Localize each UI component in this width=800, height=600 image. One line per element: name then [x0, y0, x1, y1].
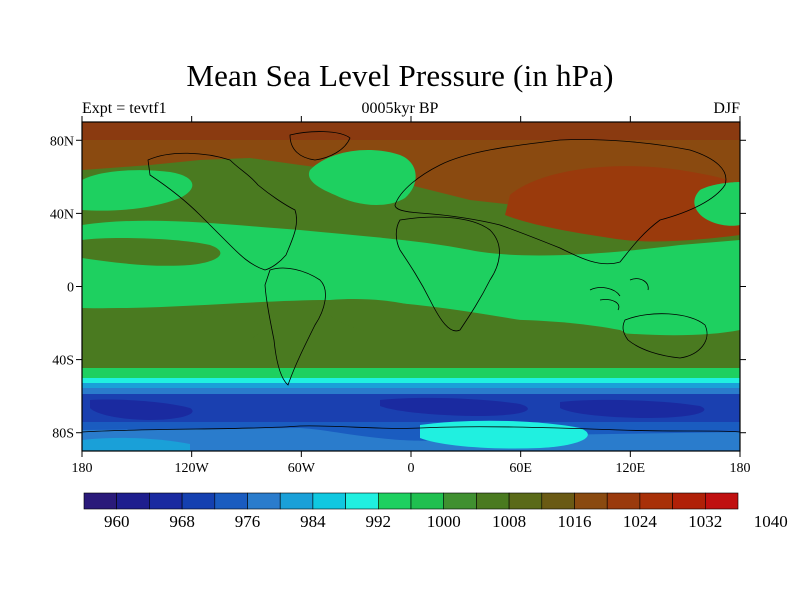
- australia-coast: [622, 313, 708, 359]
- colorbar-swatch: [83, 492, 118, 510]
- south-america-coast: [264, 267, 326, 386]
- lon-tick-label: 60W: [288, 461, 316, 476]
- lat-tick-label: 80S: [52, 427, 74, 442]
- colorbar-swatch: [377, 492, 412, 510]
- season-label: DJF: [713, 100, 740, 117]
- colorbar-label: 1040: [754, 512, 788, 531]
- icelandic-low: [308, 150, 416, 206]
- colorbar-swatch: [312, 492, 346, 510]
- experiment-label: Expt = tevtf1: [82, 100, 167, 117]
- band-cyan: [82, 378, 740, 383]
- aleutian-low-west: [82, 170, 193, 211]
- colorbar-swatch: [345, 492, 379, 510]
- colorbar-swatch: [639, 492, 673, 510]
- eurasia-coast: [394, 139, 727, 265]
- lon-tick-label: 180: [730, 461, 751, 476]
- map-title: Mean Sea Level Pressure (in hPa): [186, 58, 614, 93]
- southern-green-band: [82, 368, 740, 380]
- colorbar-label: 1008: [492, 512, 526, 531]
- antarctic-west: [82, 437, 190, 451]
- lon-tick-label: 120W: [175, 461, 210, 476]
- longitude-axis: 180 120W 60W 0 60E 120E 180: [72, 116, 751, 476]
- colorbar-label: 1032: [688, 512, 722, 531]
- low-c: [560, 399, 705, 418]
- colorbar-label: 1000: [427, 512, 461, 531]
- colorbar-swatch: [443, 492, 477, 510]
- siberian-high: [505, 166, 740, 242]
- colorbar-swatch: [476, 492, 510, 510]
- colorbar-swatch: [181, 492, 216, 510]
- aleutian-low-east: [694, 182, 740, 226]
- colorbar-swatch: [606, 492, 641, 510]
- colorbar: 960 968 976 984 992 1000 1008 1016 1024 1032 1040: [83, 492, 788, 531]
- lon-tick-label: 0: [408, 461, 415, 476]
- colorbar-label: 976: [235, 512, 261, 531]
- coastlines: [82, 131, 740, 433]
- south-atlantic-high: [330, 299, 443, 335]
- colorbar-swatch: [508, 492, 543, 510]
- colorbar-label: 960: [104, 512, 130, 531]
- lat-tick-label: 0: [67, 281, 74, 296]
- low-a: [90, 399, 193, 420]
- colorbar-label: 968: [169, 512, 195, 531]
- colorbar-label: 984: [300, 512, 326, 531]
- colorbar-label: 1024: [623, 512, 658, 531]
- south-pacific-high: [82, 308, 261, 348]
- band-lightblue: [82, 383, 740, 388]
- pressure-field: [82, 122, 740, 451]
- colorbar-swatch: [214, 492, 248, 510]
- north-pacific-high: [82, 237, 221, 266]
- colorbar-swatch: [247, 492, 281, 510]
- colorbar-swatch: [279, 492, 314, 510]
- colorbar-swatch: [541, 492, 575, 510]
- colorbar-swatch: [574, 492, 608, 510]
- lat-tick-label: 40N: [50, 207, 74, 222]
- lat-tick-label: 80N: [50, 134, 74, 149]
- band-blue: [82, 388, 740, 394]
- colorbar-swatch: [149, 492, 183, 510]
- lon-tick-label: 120E: [616, 461, 646, 476]
- antarctic-mid: [82, 428, 740, 451]
- low-b: [380, 397, 528, 416]
- tropical-low-band: [82, 220, 740, 336]
- latitude-axis: 80N 40N 0 40S 80S: [50, 134, 746, 442]
- antarctica-coast: [82, 425, 740, 433]
- north-america-coast: [147, 152, 297, 271]
- colorbar-swatch: [410, 492, 445, 510]
- lon-tick-label: 60E: [509, 461, 532, 476]
- lon-tick-label: 180: [72, 461, 93, 476]
- africa-coast: [395, 216, 500, 332]
- colorbar-swatch: [704, 492, 739, 510]
- colorbar-label: 1016: [558, 512, 592, 531]
- period-label: 0005kyr BP: [361, 100, 439, 117]
- greenland-coast: [289, 131, 351, 161]
- colorbar-label: 992: [366, 512, 392, 531]
- maritime-continent-coast: [589, 278, 649, 311]
- lat-tick-label: 40S: [52, 354, 74, 369]
- arctic-edge: [82, 122, 740, 140]
- colorbar-swatch: [672, 492, 706, 510]
- southern-subtropical-band: [82, 340, 740, 372]
- colorbar-swatch: [116, 492, 150, 510]
